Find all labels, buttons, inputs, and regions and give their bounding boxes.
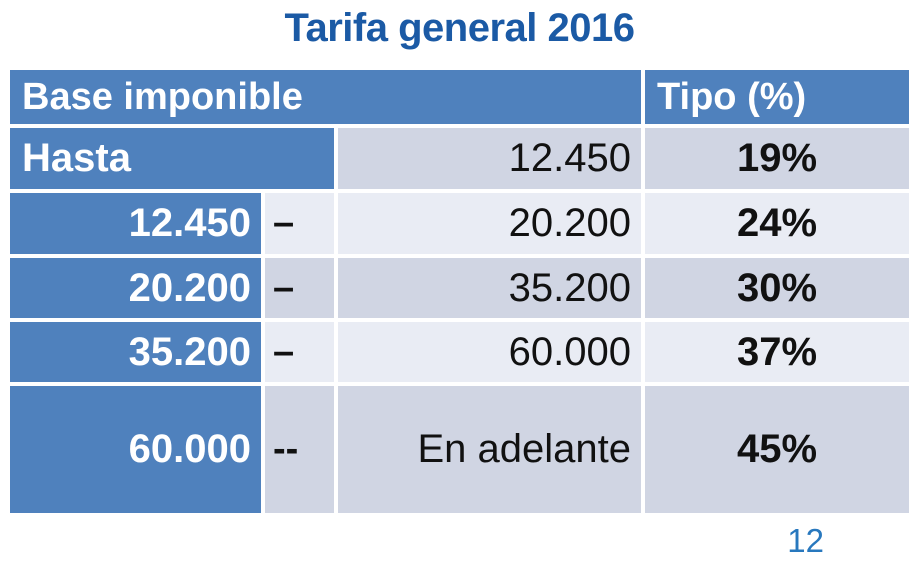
- tarifa-table: Base imponible Tipo (%) Hasta 12.450 19%…: [10, 70, 909, 513]
- slide-title: Tarifa general 2016: [284, 6, 635, 50]
- bracket-rate: 24%: [645, 193, 909, 254]
- header-tipo: Tipo (%): [645, 70, 909, 124]
- header-base-imponible: Base imponible: [10, 70, 641, 124]
- page-number: 12: [787, 522, 824, 559]
- bracket-lower-bound: 60.000: [10, 386, 261, 513]
- bracket-upper-bound: 60.000: [338, 322, 641, 382]
- bracket-lower-bound: 20.200: [10, 258, 261, 318]
- bracket-rate: 19%: [645, 128, 909, 189]
- bracket-rate: 37%: [645, 322, 909, 382]
- bracket-lower-bound: Hasta: [10, 128, 334, 189]
- bracket-dash: –: [265, 258, 334, 318]
- bracket-upper-bound: 35.200: [338, 258, 641, 318]
- bracket-dash: –: [265, 322, 334, 382]
- bracket-upper-bound: 12.450: [338, 128, 641, 189]
- bracket-rate: 30%: [645, 258, 909, 318]
- bracket-lower-bound: 12.450: [10, 193, 261, 254]
- bracket-dash: --: [265, 386, 334, 513]
- bracket-rate: 45%: [645, 386, 909, 513]
- bracket-upper-bound: En adelante: [338, 386, 641, 513]
- bracket-dash: –: [265, 193, 334, 254]
- bracket-upper-bound: 20.200: [338, 193, 641, 254]
- bracket-lower-bound: 35.200: [10, 322, 261, 382]
